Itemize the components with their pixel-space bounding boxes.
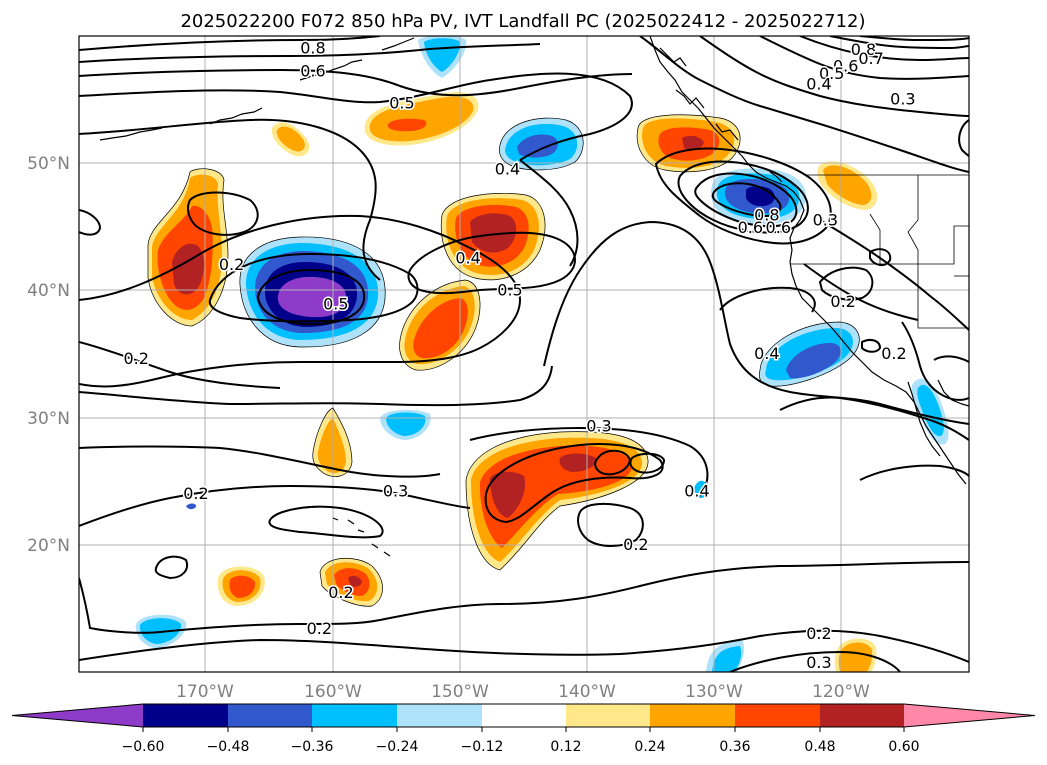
lat-label: 20°N xyxy=(27,536,70,556)
contour-label: 0.6 xyxy=(300,62,325,81)
contour-label: 0.3 xyxy=(890,90,915,109)
positive-pv-anomaly xyxy=(838,642,873,672)
negative-pv-anomaly xyxy=(277,276,347,318)
map-frame xyxy=(78,35,970,673)
lat-label: 30°N xyxy=(27,409,70,429)
colorbar-tick-label: 0.36 xyxy=(719,739,750,755)
contour-label: 0.2 xyxy=(123,349,148,368)
contour-label: 0.3 xyxy=(383,481,408,500)
lon-label: 130°W xyxy=(685,682,743,702)
colorbar-tick-label: −0.12 xyxy=(461,739,504,755)
contour-label: 0.2 xyxy=(328,583,353,602)
contour-lines xyxy=(79,36,969,672)
contour-label: 0.4 xyxy=(754,344,779,363)
contour-label: 0.2 xyxy=(183,484,208,503)
negative-pv-anomaly xyxy=(786,342,841,379)
colorbar-extend-high xyxy=(904,704,1035,727)
colorbar-segment xyxy=(482,704,566,727)
colorbar-segment xyxy=(143,704,228,727)
colorbar-segment xyxy=(650,704,735,727)
colorbar: −0.60 −0.48 −0.36 −0.24 −0.12 0.12 0.24 0.36 0.4… xyxy=(11,703,1036,755)
lat-label: 40°N xyxy=(27,281,70,301)
contour-label: 0.4 xyxy=(806,74,831,93)
contour-label: 0.5 xyxy=(497,280,522,299)
map-title: 2025022200 F072 850 hPa PV, IVT Landfall… xyxy=(180,11,865,32)
contour-label: 0.5 xyxy=(389,93,414,112)
colorbar-tick-label: −0.36 xyxy=(291,739,334,755)
contour-label: 0.2 xyxy=(881,344,906,363)
contour-label: 0.3 xyxy=(806,653,831,672)
negative-pv-anomaly xyxy=(712,646,742,672)
colorbar-ticks: −0.60 −0.48 −0.36 −0.24 −0.12 0.12 0.24 0.36 0.4… xyxy=(122,727,920,755)
contour-label: 0.7 xyxy=(858,49,883,68)
lon-label: 170°W xyxy=(176,682,234,702)
contour-label: 0.6 xyxy=(738,218,763,237)
positive-pv-anomaly xyxy=(413,298,468,359)
positive-pv-anomaly xyxy=(387,118,427,132)
contour-label: 0.2 xyxy=(806,624,831,643)
contour-label: 0.6 xyxy=(833,57,858,76)
contour-label: 0.5 xyxy=(819,64,844,83)
contour-label: 0.6 xyxy=(766,218,791,237)
colorbar-segment xyxy=(566,704,650,727)
contour-label: 0.3 xyxy=(813,210,838,229)
contour-label: 0.4 xyxy=(455,249,480,268)
contour-label: 0.8 xyxy=(851,40,876,59)
positive-pv-anomaly xyxy=(490,471,526,518)
contour-label: 0.5 xyxy=(323,294,348,313)
political-borders xyxy=(790,174,969,329)
colorbar-segment xyxy=(820,704,904,727)
contour-label: 0.2 xyxy=(623,535,648,554)
colorbar-tick-label: 0.24 xyxy=(634,739,665,755)
contour-labels: 0.80.60.50.40.40.20.50.50.20.30.40.30.20… xyxy=(122,37,917,672)
positive-pv-anomaly xyxy=(479,445,632,548)
colorbar-tick-label: 0.12 xyxy=(550,739,581,755)
colorbar-segment xyxy=(228,704,312,727)
positive-pv-anomaly xyxy=(682,135,704,150)
positive-pv-anomaly xyxy=(317,418,346,474)
colorbar-segment xyxy=(312,704,397,727)
contour-label: 0.2 xyxy=(830,292,855,311)
coastlines xyxy=(99,36,969,557)
longitude-labels: 170°W 160°W 150°W 140°W 130°W 120°W xyxy=(176,682,870,702)
contour-label: 0.8 xyxy=(754,205,779,224)
colorbar-segments xyxy=(11,703,1036,728)
colorbar-tick-label: −0.60 xyxy=(122,739,165,755)
contour-label: 0.3 xyxy=(586,417,611,436)
contour-label: 0.4 xyxy=(684,481,709,500)
colorbar-tick-label: −0.24 xyxy=(376,739,419,755)
lon-label: 140°W xyxy=(558,682,616,702)
negative-pv-anomaly xyxy=(517,134,558,158)
lon-label: 160°W xyxy=(304,682,362,702)
colorbar-tick-label: 0.60 xyxy=(888,739,919,755)
lon-label: 120°W xyxy=(812,682,870,702)
contour-label: 0.4 xyxy=(495,160,520,179)
positive-pv-anomaly xyxy=(348,575,362,587)
contour-label: 0.8 xyxy=(300,39,325,58)
colorbar-segment xyxy=(735,704,820,727)
lon-label: 150°W xyxy=(431,682,489,702)
colorbar-extend-low xyxy=(12,704,143,727)
colorbar-segment xyxy=(397,704,482,727)
contour-label: 0.2 xyxy=(307,619,332,638)
lat-label: 50°N xyxy=(27,154,70,174)
positive-pv-anomaly xyxy=(276,126,305,152)
positive-pv-anomaly xyxy=(229,575,256,598)
colorbar-tick-label: −0.48 xyxy=(207,739,250,755)
shading-outlines xyxy=(147,114,860,607)
negative-pv-anomaly xyxy=(186,503,197,510)
contour-label: 0.2 xyxy=(219,255,244,274)
colorbar-tick-label: 0.48 xyxy=(804,739,835,755)
positive-pv-anomaly xyxy=(470,213,517,253)
latitude-labels: 50°N 40°N 30°N 20°N xyxy=(27,154,70,556)
